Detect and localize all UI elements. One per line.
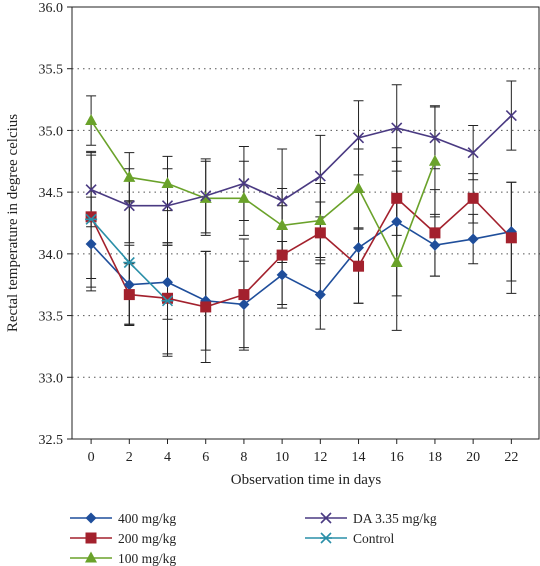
- x-tick-label: 6: [202, 450, 209, 465]
- data-point-100-mg-kg: [199, 191, 212, 203]
- data-point-100-mg-kg: [428, 154, 441, 166]
- data-point-200-mg-kg: [200, 301, 212, 313]
- x-tick-label: 18: [428, 450, 442, 465]
- data-point-da-3-35-mg-kg: [314, 170, 326, 182]
- data-point-100-mg-kg: [352, 181, 365, 193]
- y-axis-ticks: 32.5 33.0 33.5 34.0 34.5 35.0 35.5 36.0: [39, 1, 72, 448]
- y-tick-label: 36.0: [39, 1, 64, 16]
- y-tick-label: 33.0: [39, 371, 64, 386]
- data-point-da-3-35-mg-kg: [429, 132, 441, 144]
- data-point-control: [123, 256, 136, 269]
- legend-label: DA 3.35 mg/kg: [353, 511, 437, 526]
- data-point-da-3-35-mg-kg: [276, 195, 288, 207]
- legend-label: 100 mg/kg: [118, 551, 176, 566]
- data-point-400-mg-kg: [467, 233, 479, 245]
- data-point-da-3-35-mg-kg: [123, 200, 135, 212]
- legend-item-control: Control: [305, 531, 395, 546]
- data-point-200-mg-kg: [276, 249, 288, 261]
- data-point-da-3-35-mg-kg: [85, 184, 97, 196]
- data-point-200-mg-kg: [391, 192, 403, 204]
- data-point-200-mg-kg: [162, 292, 174, 304]
- data-point-400-mg-kg: [85, 238, 97, 250]
- legend-marker: [85, 551, 97, 563]
- legend-item-200-mg-kg: 200 mg/kg: [70, 531, 176, 546]
- data-point-200-mg-kg: [467, 192, 479, 204]
- data-point-da-3-35-mg-kg: [467, 147, 479, 159]
- legend-marker: [85, 512, 97, 524]
- plot-frame: [71, 6, 540, 440]
- data-point-100-mg-kg: [276, 218, 289, 230]
- data-point-da-3-35-mg-kg: [505, 110, 517, 122]
- y-tick-label: 33.5: [39, 310, 64, 325]
- legend-marker: [320, 512, 332, 524]
- y-tick-label: 34.0: [39, 248, 64, 263]
- data-point-control: [161, 295, 174, 307]
- data-point-100-mg-kg: [161, 177, 174, 189]
- x-tick-label: 14: [352, 450, 366, 465]
- x-tick-label: 22: [504, 450, 518, 465]
- data-point-200-mg-kg: [314, 227, 326, 239]
- data-point-100-mg-kg: [123, 170, 136, 182]
- x-tick-label: 20: [466, 450, 480, 465]
- y-tick-label: 34.5: [39, 186, 64, 201]
- series-line-100-mg-kg: [90, 120, 436, 265]
- legend-item-da-3-35-mg-kg: DA 3.35 mg/kg: [305, 511, 437, 526]
- series-lines: [90, 115, 512, 308]
- x-tick-label: 4: [164, 450, 171, 465]
- legend-item-400-mg-kg: 400 mg/kg: [70, 511, 176, 526]
- legend-item-100-mg-kg: 100 mg/kg: [70, 551, 176, 566]
- legend-label: Control: [353, 531, 395, 546]
- series-line-da-3-35-mg-kg: [90, 115, 512, 207]
- data-point-control: [85, 213, 98, 225]
- legend-marker: [320, 532, 332, 544]
- data-point-100-mg-kg: [390, 255, 403, 267]
- x-tick-label: 16: [390, 450, 404, 465]
- data-point-400-mg-kg: [162, 276, 174, 288]
- legend-label: 400 mg/kg: [118, 511, 176, 526]
- data-point-da-3-35-mg-kg: [352, 132, 365, 144]
- x-tick-label: 12: [313, 450, 327, 465]
- data-point-da-3-35-mg-kg: [238, 177, 250, 190]
- data-point-400-mg-kg: [353, 242, 365, 254]
- data-point-200-mg-kg: [429, 227, 441, 239]
- data-point-400-mg-kg: [238, 298, 250, 310]
- data-point-200-mg-kg: [353, 260, 365, 272]
- x-tick-label: 10: [275, 450, 289, 465]
- x-tick-label: 2: [126, 450, 133, 465]
- data-point-100-mg-kg: [237, 191, 250, 203]
- data-point-400-mg-kg: [314, 289, 326, 301]
- y-axis-label: Rectal temperature in degree celcius: [5, 114, 21, 332]
- x-axis-ticks: 0 2 4 6 8 10 12 14 16 18 20 22: [88, 439, 518, 465]
- series-markers: [85, 110, 517, 313]
- data-point-400-mg-kg: [391, 216, 403, 228]
- x-axis-label: Observation time in days: [231, 472, 382, 488]
- y-tick-label: 35.0: [39, 124, 64, 139]
- x-tick-label: 0: [88, 450, 95, 465]
- data-point-200-mg-kg: [85, 211, 97, 223]
- x-tick-label: 8: [240, 450, 247, 465]
- data-point-400-mg-kg: [429, 239, 441, 251]
- data-point-100-mg-kg: [314, 214, 327, 226]
- y-tick-label: 32.5: [39, 433, 64, 448]
- data-point-da-3-35-mg-kg: [200, 190, 212, 202]
- data-point-200-mg-kg: [123, 289, 135, 301]
- data-point-200-mg-kg: [505, 232, 517, 244]
- legend: 400 mg/kg 200 mg/kg 100 mg/kg DA 3.35 mg/kg…: [70, 511, 437, 566]
- axes: [71, 6, 540, 440]
- series-line-200-mg-kg: [90, 197, 512, 308]
- data-point-400-mg-kg: [276, 269, 288, 281]
- series-line-400-mg-kg: [90, 220, 512, 306]
- data-point-da-3-35-mg-kg: [391, 122, 403, 134]
- data-point-200-mg-kg: [238, 289, 250, 301]
- data-point-da-3-35-mg-kg: [161, 200, 174, 212]
- y-tick-label: 35.5: [39, 63, 64, 78]
- grid-lines: [72, 68, 540, 378]
- legend-marker: [85, 532, 97, 544]
- error-bars: [86, 80, 517, 363]
- data-point-400-mg-kg: [123, 279, 135, 291]
- legend-label: 200 mg/kg: [118, 531, 176, 546]
- data-point-100-mg-kg: [85, 114, 98, 126]
